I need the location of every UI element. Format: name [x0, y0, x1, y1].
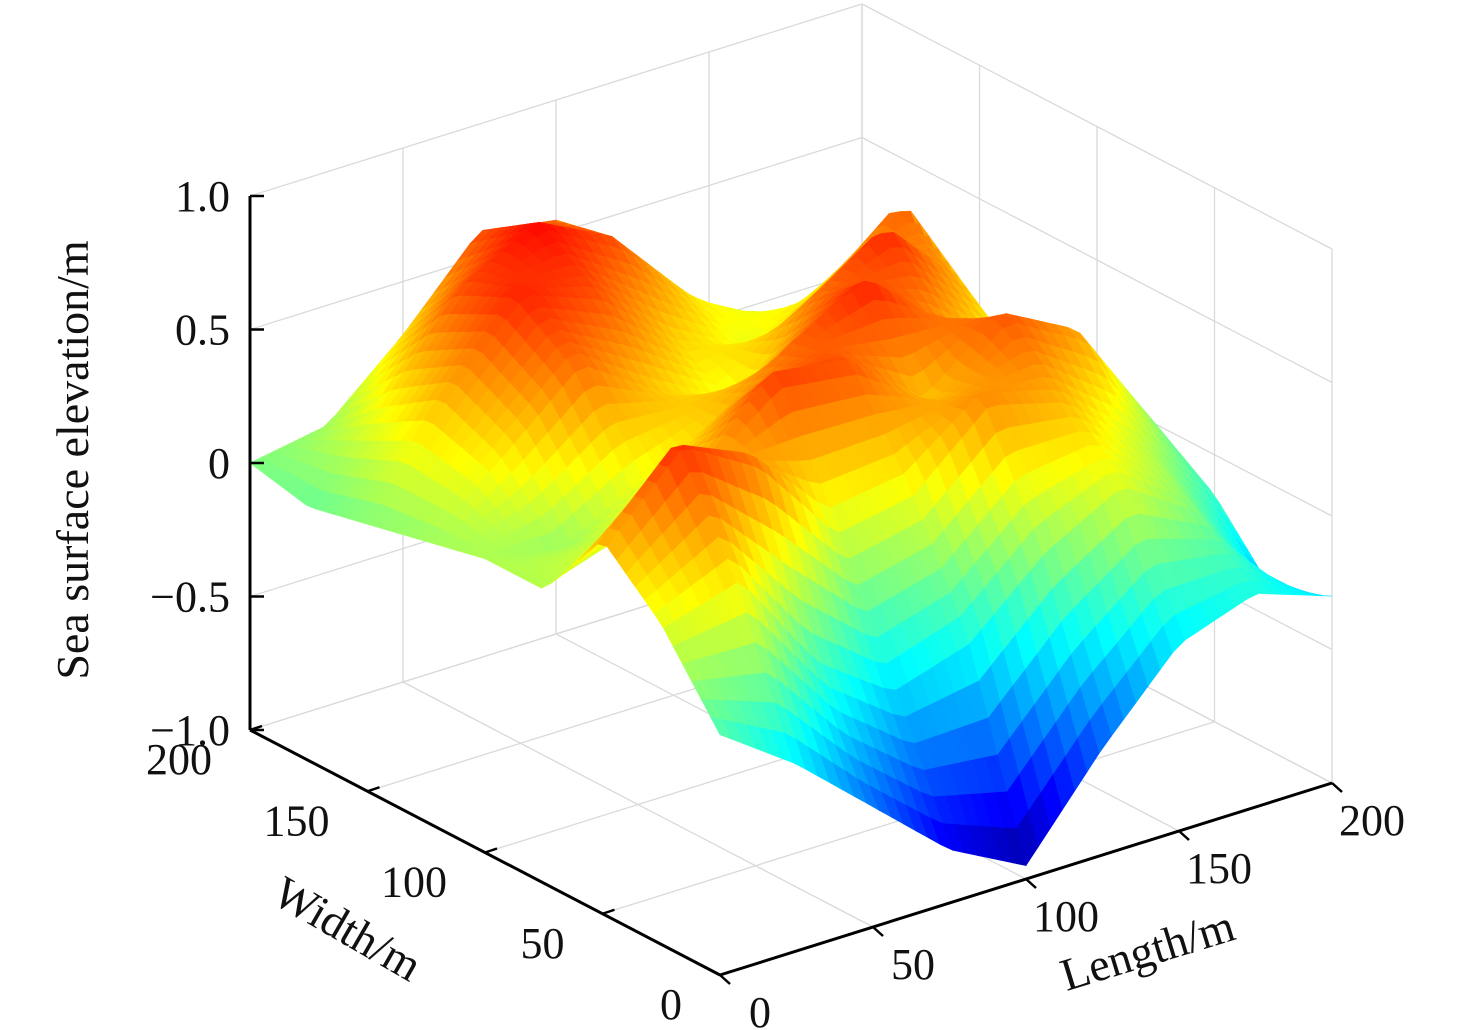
z-tick-label: −0.5 — [150, 573, 230, 622]
grid-line — [861, 3, 1333, 250]
axis-layer — [248, 194, 1343, 985]
x-tick — [1331, 782, 1343, 793]
y-tick — [484, 847, 498, 854]
x-tick-label: 50 — [891, 940, 935, 989]
y-tick-label: 50 — [521, 919, 565, 968]
z-tick-label: −1.0 — [150, 706, 230, 755]
z-axis-label: Sea surface elevation/m — [47, 240, 98, 680]
y-tick — [719, 969, 733, 977]
x-tick — [1178, 830, 1190, 841]
x-tick — [1025, 878, 1037, 889]
x-tick-label: 200 — [1339, 796, 1405, 845]
z-tick-label: 0 — [208, 439, 230, 488]
x-tick — [872, 926, 884, 937]
y-tick-label: 0 — [660, 980, 682, 1029]
z-tick-label: 0.5 — [175, 306, 230, 355]
grid-line — [861, 136, 1333, 384]
surface-patch — [1310, 592, 1333, 597]
x-tick-label: 0 — [749, 988, 771, 1030]
x-tick — [719, 974, 731, 985]
y-tick-label: 200 — [146, 735, 212, 784]
y-tick-label: 150 — [264, 796, 330, 845]
surface-mesh — [249, 210, 1333, 867]
x-tick-label: 150 — [1186, 844, 1252, 893]
y-tick-label: 100 — [381, 858, 447, 907]
x-tick-label: 100 — [1033, 892, 1099, 941]
y-tick — [602, 908, 615, 915]
grid-line — [249, 3, 863, 197]
z-tick-label: 1.0 — [175, 172, 230, 221]
y-tick — [367, 786, 380, 793]
